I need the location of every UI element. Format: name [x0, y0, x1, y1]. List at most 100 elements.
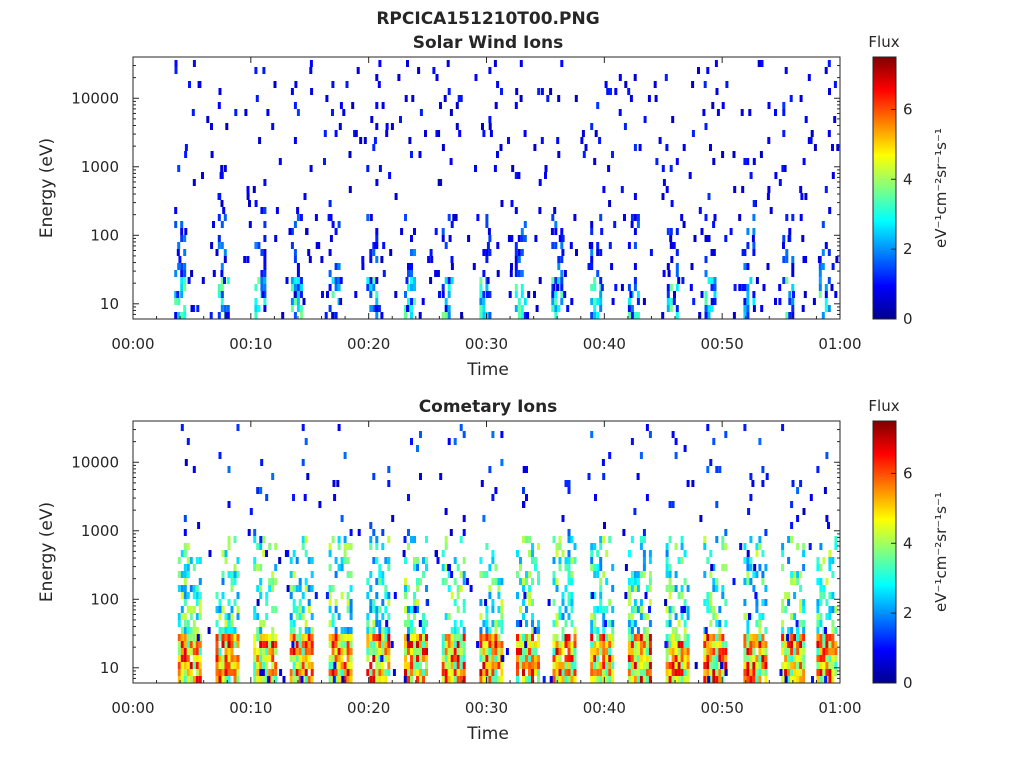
heatmap-cell [507, 235, 511, 242]
heatmap-cell [671, 501, 675, 508]
heatmap-cell [265, 655, 269, 662]
heatmap-cell [645, 494, 649, 501]
heatmap-cell [700, 228, 704, 235]
heatmap-cell [593, 676, 597, 683]
heatmap-cell [606, 88, 610, 95]
heatmap-cell [186, 571, 190, 578]
heatmap-cell [441, 655, 445, 662]
heatmap-cell [494, 641, 498, 648]
heatmap-cell [778, 298, 782, 305]
heatmap-cell [677, 277, 681, 284]
heatmap-cell [310, 641, 314, 648]
heatmap-cell [183, 284, 187, 291]
heatmap-cell [552, 557, 556, 564]
heatmap-cell [485, 214, 489, 221]
heatmap-cell [407, 613, 410, 620]
heatmap-cell [289, 676, 293, 683]
heatmap-cell [593, 564, 597, 571]
heatmap-cell [674, 585, 678, 592]
heatmap-cell [674, 543, 678, 550]
heatmap-cell [422, 634, 425, 641]
heatmap-cell [447, 655, 451, 662]
heatmap-cell [489, 130, 493, 137]
heatmap-cell [372, 627, 376, 634]
heatmap-cell [781, 550, 785, 557]
heatmap-cell [677, 648, 681, 655]
heatmap-cell [516, 676, 519, 683]
heatmap-cell [630, 214, 634, 221]
heatmap-cell [328, 606, 332, 613]
heatmap-cell [381, 669, 385, 676]
colorbar-title: Flux [868, 33, 899, 51]
heatmap-cell [793, 655, 797, 662]
heatmap-cell [816, 564, 820, 571]
heatmap-cell [599, 578, 603, 585]
heatmap-cell [633, 277, 637, 284]
heatmap-cell [349, 606, 353, 613]
heatmap-cell [410, 235, 413, 242]
heatmap-cell [479, 634, 483, 641]
heatmap-cell [683, 676, 687, 683]
heatmap-cell [447, 662, 451, 669]
heatmap-cell [291, 641, 295, 648]
heatmap-cell [447, 648, 451, 655]
heatmap-cell [809, 137, 813, 144]
heatmap-cell [715, 655, 719, 662]
heatmap-cell [784, 634, 788, 641]
heatmap-cell [642, 550, 646, 557]
heatmap-cell [575, 249, 578, 256]
heatmap-cell [435, 130, 439, 137]
heatmap-cell [824, 186, 828, 193]
heatmap-cell [630, 676, 634, 683]
heatmap-cell [811, 676, 814, 683]
heatmap-cell [627, 242, 631, 249]
heatmap-cell [334, 627, 338, 634]
heatmap-cell [254, 67, 258, 74]
heatmap-cell [788, 228, 792, 235]
heatmap-cell [462, 557, 466, 564]
heatmap-cell [593, 641, 597, 648]
heatmap-cell [450, 641, 454, 648]
heatmap-cell [664, 74, 668, 81]
heatmap-cell [404, 305, 407, 312]
heatmap-cell [192, 592, 196, 599]
heatmap-cell [407, 669, 410, 676]
heatmap-cell [779, 669, 783, 676]
heatmap-cell [236, 571, 240, 578]
heatmap-cell [764, 529, 768, 536]
heatmap-cell [369, 291, 373, 298]
heatmap-cell [781, 662, 785, 669]
heatmap-cell [285, 277, 289, 284]
heatmap-cell [822, 669, 826, 676]
heatmap-cell [636, 634, 640, 641]
heatmap-cell [290, 277, 294, 284]
heatmap-cell [824, 298, 828, 305]
heatmap-cell [593, 312, 597, 319]
heatmap-cell [560, 277, 564, 284]
heatmap-cell [343, 634, 347, 641]
heatmap-cell [602, 648, 606, 655]
heatmap-cell [830, 284, 834, 291]
heatmap-cell [447, 88, 451, 95]
heatmap-cell [337, 662, 341, 669]
heatmap-cell [262, 676, 266, 683]
heatmap-cell [627, 585, 631, 592]
heatmap-cell [593, 613, 597, 620]
heatmap-cell [346, 662, 350, 669]
heatmap-cell [570, 599, 574, 606]
heatmap-cell [691, 130, 695, 137]
heatmap-cell [482, 676, 486, 683]
heatmap-cell [608, 599, 612, 606]
heatmap-cell [828, 207, 832, 214]
heatmap-cell [525, 620, 528, 627]
heatmap-cell [819, 655, 823, 662]
heatmap-cell [638, 144, 642, 151]
heatmap-cell [488, 235, 492, 242]
heatmap-cell [718, 655, 722, 662]
heatmap-cell [599, 599, 603, 606]
heatmap-cell [421, 298, 425, 305]
heatmap-cell [378, 662, 382, 669]
heatmap-cell [260, 459, 264, 466]
heatmap-cell [296, 263, 300, 270]
